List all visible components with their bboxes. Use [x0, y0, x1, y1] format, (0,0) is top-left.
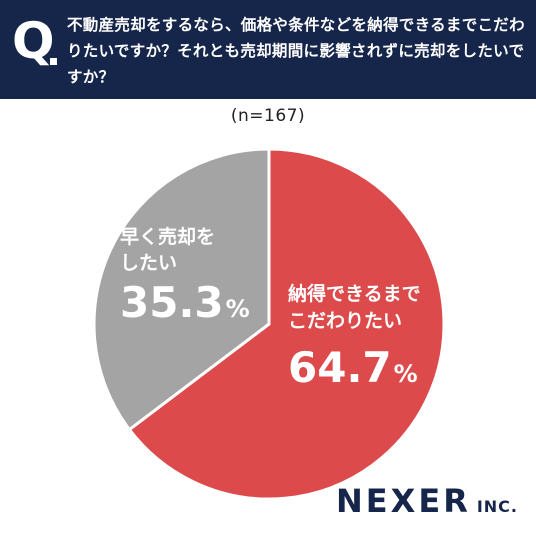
question-header: Q 不動産売却をするなら、価格や条件などを納得できるまでこだわりたいですか？それ… [0, 0, 536, 99]
brand-name: NEXER [336, 482, 471, 520]
question-text: 不動産売却をするなら、価格や条件などを納得できるまでこだわりたいですか？それとも… [67, 16, 525, 86]
slice-1-label-line-1: 納得できるまで [288, 282, 421, 305]
slice-1-value: 64.7% [288, 343, 418, 392]
slice-2-label-line-1: 早く売却を [120, 225, 215, 248]
sample-size: (n=167) [230, 106, 306, 126]
slice-1-label-line-2: こだわりたい [288, 310, 402, 332]
brand-logo: NEXER INC. [336, 482, 518, 520]
q-dot [50, 58, 57, 65]
slice-2-value: 35.3% [120, 278, 250, 327]
slice-2-label-line-2: したい [120, 252, 177, 274]
brand-suffix: INC. [476, 497, 518, 516]
q-mark: Q [12, 12, 55, 70]
pie-slice-2 [92, 147, 271, 432]
pie-slice-1 [127, 147, 446, 501]
